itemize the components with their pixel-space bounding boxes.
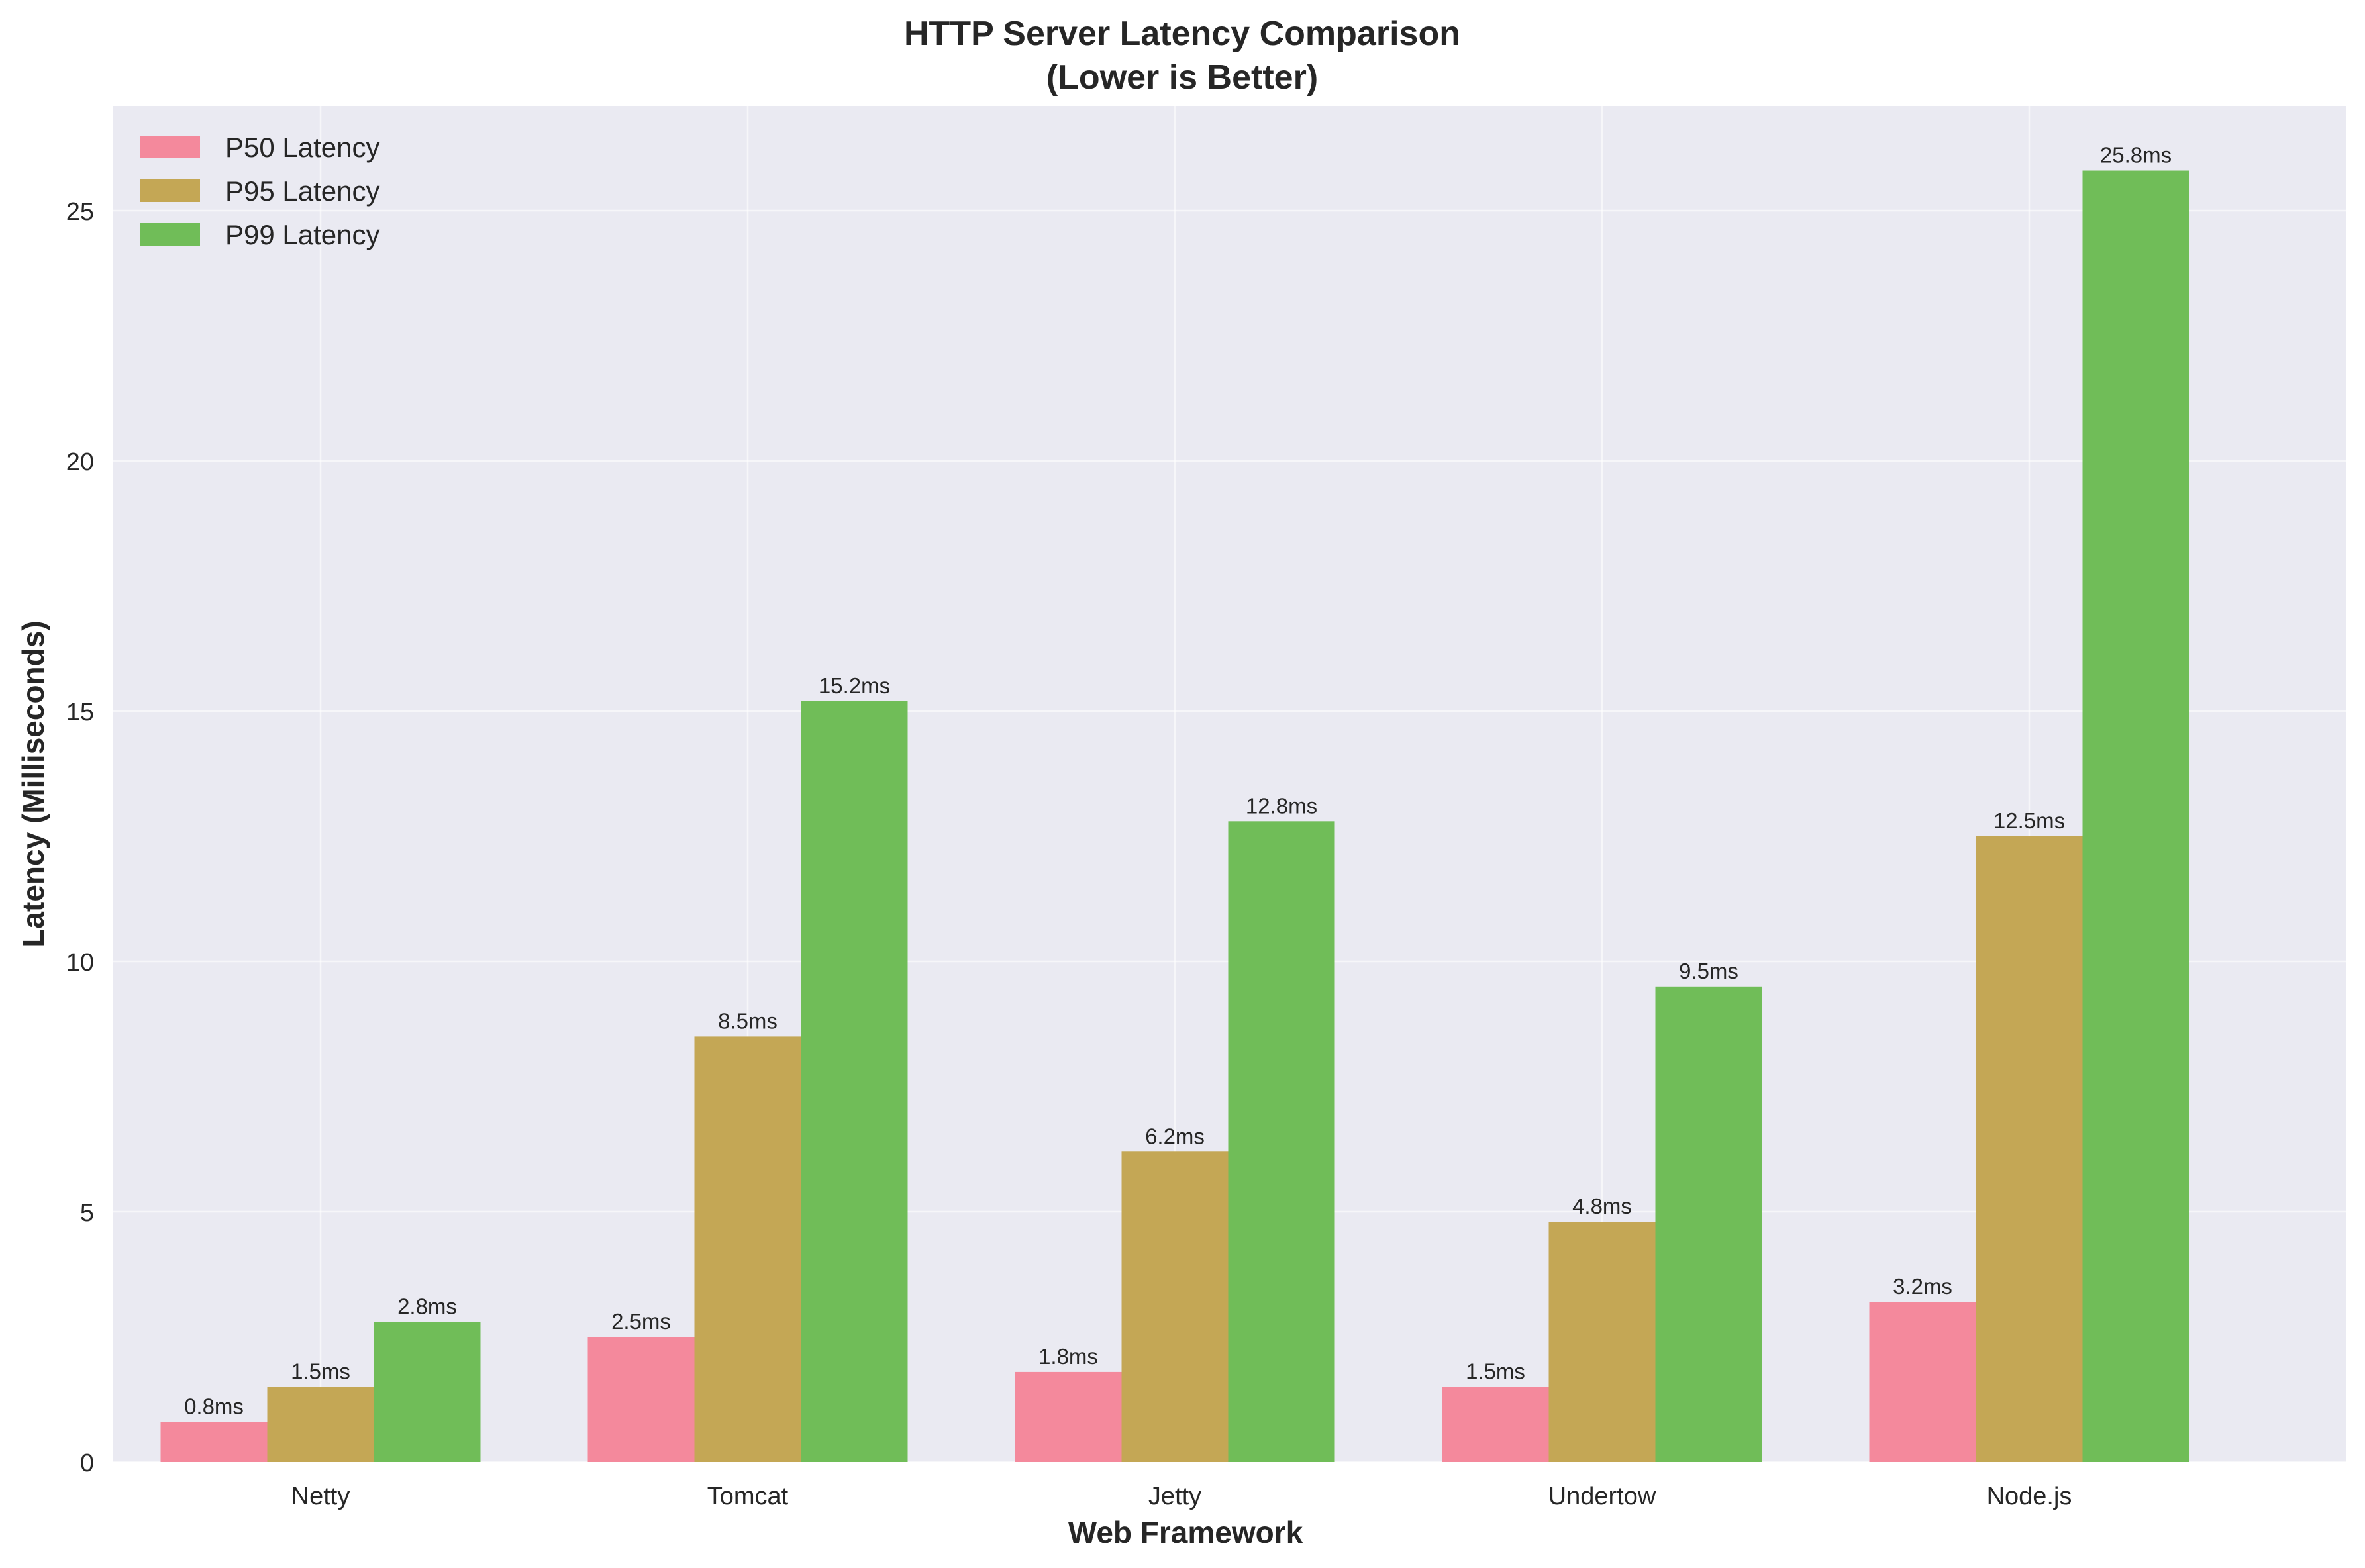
x-tick-label: Netty: [291, 1483, 350, 1510]
data-label: 2.5ms: [611, 1309, 671, 1334]
y-tick-label: 0: [80, 1449, 94, 1477]
bar-p50-latency-undertow: [1442, 1387, 1549, 1462]
bar-p99-latency-node-js: [2082, 170, 2189, 1462]
legend-label: P95 Latency: [225, 175, 380, 207]
legend: P50 Latency P95 Latency P99 Latency: [140, 132, 380, 250]
data-label: 1.5ms: [1466, 1359, 1525, 1384]
bar-p50-latency-jetty: [1015, 1371, 1122, 1462]
x-axis-label: Web Framework: [1068, 1515, 1303, 1549]
y-tick-label: 20: [66, 448, 94, 476]
x-tick-label: Jetty: [1148, 1483, 1201, 1510]
y-axis-label: Latency (Milliseconds): [16, 620, 50, 947]
data-label: 12.5ms: [1993, 808, 2065, 833]
y-tick-label: 5: [80, 1199, 94, 1227]
data-label: 1.5ms: [291, 1359, 350, 1384]
bar-p99-latency-undertow: [1655, 986, 1762, 1462]
x-tick-label: Node.js: [1987, 1483, 2072, 1510]
legend-swatch: [140, 223, 200, 246]
bar-p50-latency-tomcat: [587, 1337, 695, 1462]
bar-p95-latency-node-js: [1976, 836, 2083, 1462]
data-label: 15.2ms: [819, 673, 890, 698]
chart-title: HTTP Server Latency Comparison: [904, 15, 1460, 53]
data-label: 8.5ms: [718, 1008, 778, 1033]
bar-p95-latency-tomcat: [694, 1036, 801, 1462]
x-tick-label: Tomcat: [707, 1483, 789, 1510]
bar-p95-latency-netty: [267, 1387, 374, 1462]
bar-p95-latency-jetty: [1121, 1152, 1229, 1462]
data-label: 0.8ms: [184, 1395, 244, 1419]
legend-label: P99 Latency: [225, 219, 380, 250]
chart-subtitle: (Lower is Better): [1046, 58, 1318, 97]
legend-swatch: [140, 136, 200, 158]
data-label: 12.8ms: [1246, 793, 1317, 818]
data-label: 4.8ms: [1572, 1194, 1632, 1218]
data-label: 3.2ms: [1893, 1274, 1952, 1298]
data-label: 2.8ms: [397, 1294, 457, 1318]
bar-p50-latency-node-js: [1869, 1302, 1976, 1462]
data-label: 9.5ms: [1679, 959, 1738, 983]
y-tick-label: 25: [66, 198, 94, 226]
data-label: 6.2ms: [1145, 1124, 1205, 1148]
bar-p50-latency-netty: [160, 1422, 268, 1462]
data-label: 1.8ms: [1038, 1344, 1098, 1369]
y-tick-label: 10: [66, 949, 94, 977]
x-tick-label: Undertow: [1548, 1483, 1656, 1510]
y-tick-label: 15: [66, 699, 94, 726]
bar-p99-latency-jetty: [1228, 821, 1335, 1462]
bar-p99-latency-tomcat: [801, 701, 908, 1462]
legend-swatch: [140, 179, 200, 202]
bar-p99-latency-netty: [374, 1322, 481, 1462]
legend-label: P50 Latency: [225, 132, 380, 163]
data-label: 25.8ms: [2100, 143, 2172, 168]
bar-p95-latency-undertow: [1548, 1222, 1656, 1462]
